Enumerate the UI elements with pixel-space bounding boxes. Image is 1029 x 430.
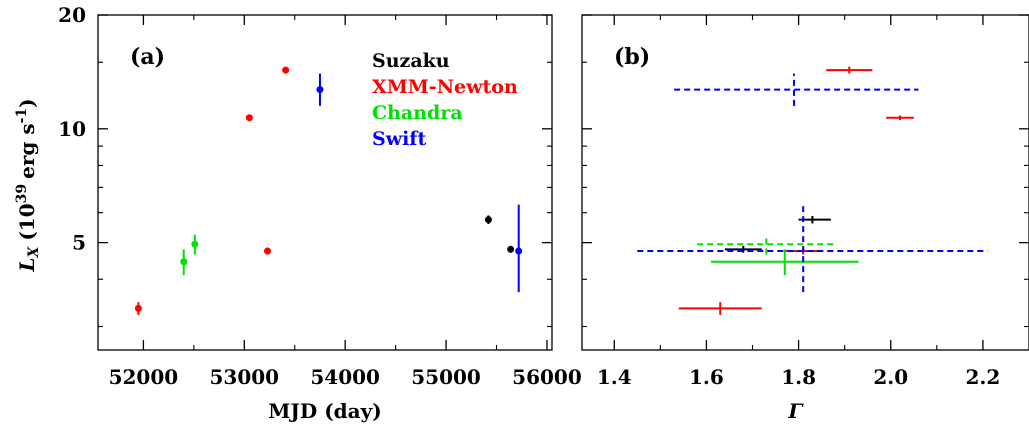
x-tick-label: 56000 (512, 365, 582, 389)
y-axis-label-subscript: X (26, 246, 42, 259)
data-point (134, 304, 142, 312)
panel-label: (b) (614, 44, 650, 70)
legend-entry: XMM-Newton (372, 76, 518, 98)
data-point (180, 258, 188, 266)
plot-frame (97, 14, 553, 351)
x-axis-label: Γ (787, 399, 804, 423)
y-tick-label: 5 (72, 231, 86, 255)
x-tick-label: 2.2 (966, 365, 1001, 389)
data-point (282, 66, 290, 74)
y-axis-label-units-2: erg s (15, 123, 39, 178)
x-tick-label: 53000 (209, 365, 279, 389)
data-point (191, 240, 199, 248)
x-tick-label: 52000 (109, 365, 179, 389)
x-tick-label: 1.6 (689, 365, 724, 389)
data-point (507, 245, 515, 253)
data-point (515, 247, 523, 255)
legend-entry: Suzaku (372, 50, 450, 72)
y-axis-label-symbol: L (15, 258, 39, 273)
y-tick-label: 20 (58, 3, 86, 27)
x-tick-label: 1.8 (781, 365, 816, 389)
x-axis-label: MJD (day) (268, 399, 381, 423)
y-axis-label-exponent: 39 (14, 184, 30, 203)
panel-b: 1.4 1.6 1.8 2.0 2.2 (b) Γ (581, 14, 1029, 423)
y-axis-label-close: ) (15, 98, 39, 107)
x-tick-label: 2.0 (873, 365, 908, 389)
legend-entry: Swift (372, 128, 426, 150)
panel-a: 52000 53000 54000 55000 56000 5 10 20 (a) MJD (da… (58, 3, 582, 423)
plot-frame (581, 14, 1029, 351)
legend-entry: Chandra (372, 102, 463, 124)
data-point (245, 114, 253, 122)
x-tick-label: 54000 (310, 365, 380, 389)
x-tick-label: 55000 (411, 365, 481, 389)
panel-label: (a) (130, 44, 165, 70)
y-tick-label: 10 (58, 117, 86, 141)
y-axis-label-units: (10 (15, 203, 39, 240)
y-axis-label: LX (1039 erg s-1) (14, 98, 42, 272)
data-point (484, 216, 492, 224)
data-point (263, 247, 271, 255)
data-point (316, 86, 324, 94)
x-tick-label: 1.4 (597, 365, 632, 389)
y-axis-label-exponent-2: -1 (14, 108, 30, 124)
